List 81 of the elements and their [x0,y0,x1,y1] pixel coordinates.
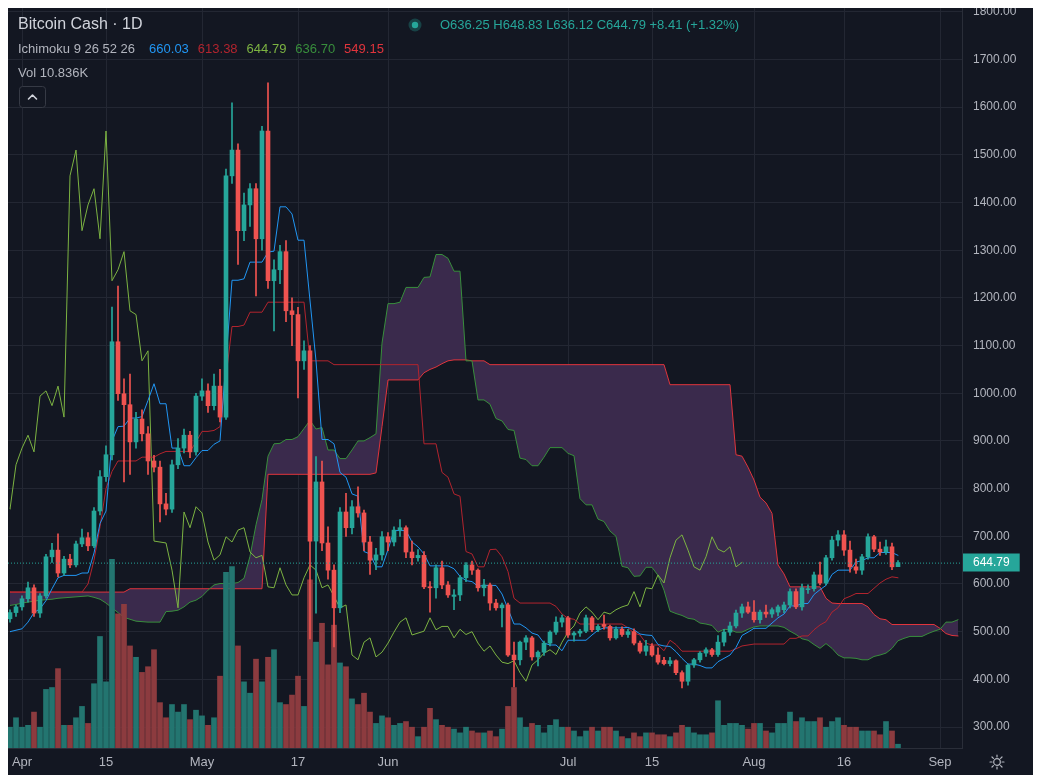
y-tick-label: 1000.00 [973,385,1017,400]
bar [313,641,319,748]
annotation: 613.38 [197,40,238,56]
bar [883,721,889,748]
candlestick [289,297,295,346]
bar [31,711,37,748]
y-tick-label: 500.00 [973,623,1011,638]
x-tick-label: Sep [928,754,952,770]
annotation: Ichimoku 9 26 52 26 [18,40,136,56]
y-tick-label: 300.00 [973,719,1011,734]
bar [301,706,307,748]
bar [85,723,91,748]
bar [67,724,73,748]
y-tick-label: 700.00 [973,528,1011,543]
annotation: 636.70 [295,40,336,56]
x-tick-label: May [189,754,215,770]
bar [667,736,673,748]
y-tick-label: 1500.00 [973,147,1017,162]
x-tick-label: Aug [742,754,766,770]
bar [415,736,421,748]
x-tick-label: Jun [377,754,399,770]
bar [817,717,823,748]
y-tick-label: 1400.00 [973,194,1017,209]
bar [211,717,217,748]
bar [349,698,355,748]
bar [895,743,901,748]
bar [625,738,631,748]
bar [433,719,439,748]
annotation: Vol 10.836K [18,64,89,80]
ref-line-label: 644.79 [973,555,1011,570]
annotation: 660.03 [149,40,189,56]
bar [619,736,625,748]
bar [481,732,487,748]
candlestick [805,584,811,594]
candlestick [427,581,433,613]
bar [709,732,715,748]
bar [793,721,799,748]
bar [253,658,259,748]
bar [643,732,649,748]
bar [307,579,313,748]
x-tick-label: Jul [559,754,577,770]
y-tick-label: 1100.00 [973,337,1016,352]
bar [187,719,193,748]
bar [235,645,241,748]
y-tick-label: 1700.00 [973,51,1017,66]
bar [259,681,265,748]
bar [499,728,505,748]
bar [763,730,769,748]
y-tick-label: 400.00 [973,671,1011,686]
y-tick-label: 1600.00 [973,99,1017,114]
y-tick-label: 900.00 [973,433,1011,448]
annotation: 549.15 [344,40,384,56]
bar [343,666,349,748]
bar [205,724,211,748]
x-tick-label: 15 [98,754,114,770]
bar [61,724,67,748]
bar [265,656,271,748]
bar [529,723,535,748]
bar [217,675,223,748]
bar [133,656,139,748]
bar [757,723,763,748]
y-tick-label: 800.00 [973,480,1011,495]
y-tick-label: 1300.00 [973,242,1017,257]
bar [565,726,571,748]
bar [889,730,895,748]
x-tick-label: 17 [290,754,306,770]
bar [337,662,343,748]
x-tick-label: Apr [11,754,33,770]
bar [613,730,619,748]
bar [55,668,61,748]
annotation: 644.79 [246,40,287,56]
y-tick-label: 600.00 [973,576,1011,591]
y-tick-label: 1200.00 [973,290,1017,305]
bar [595,730,601,748]
candlestick [601,614,607,630]
x-tick-label: 15 [644,754,660,770]
text: Bitcoin Cash · 1D [18,15,143,33]
annotation: O636.25 H648.83 L636.12 C644.79 +8.41 (+1.32%) [439,16,740,32]
bar [385,717,391,748]
x-tick-label: 16 [836,754,852,770]
bar [589,726,595,748]
